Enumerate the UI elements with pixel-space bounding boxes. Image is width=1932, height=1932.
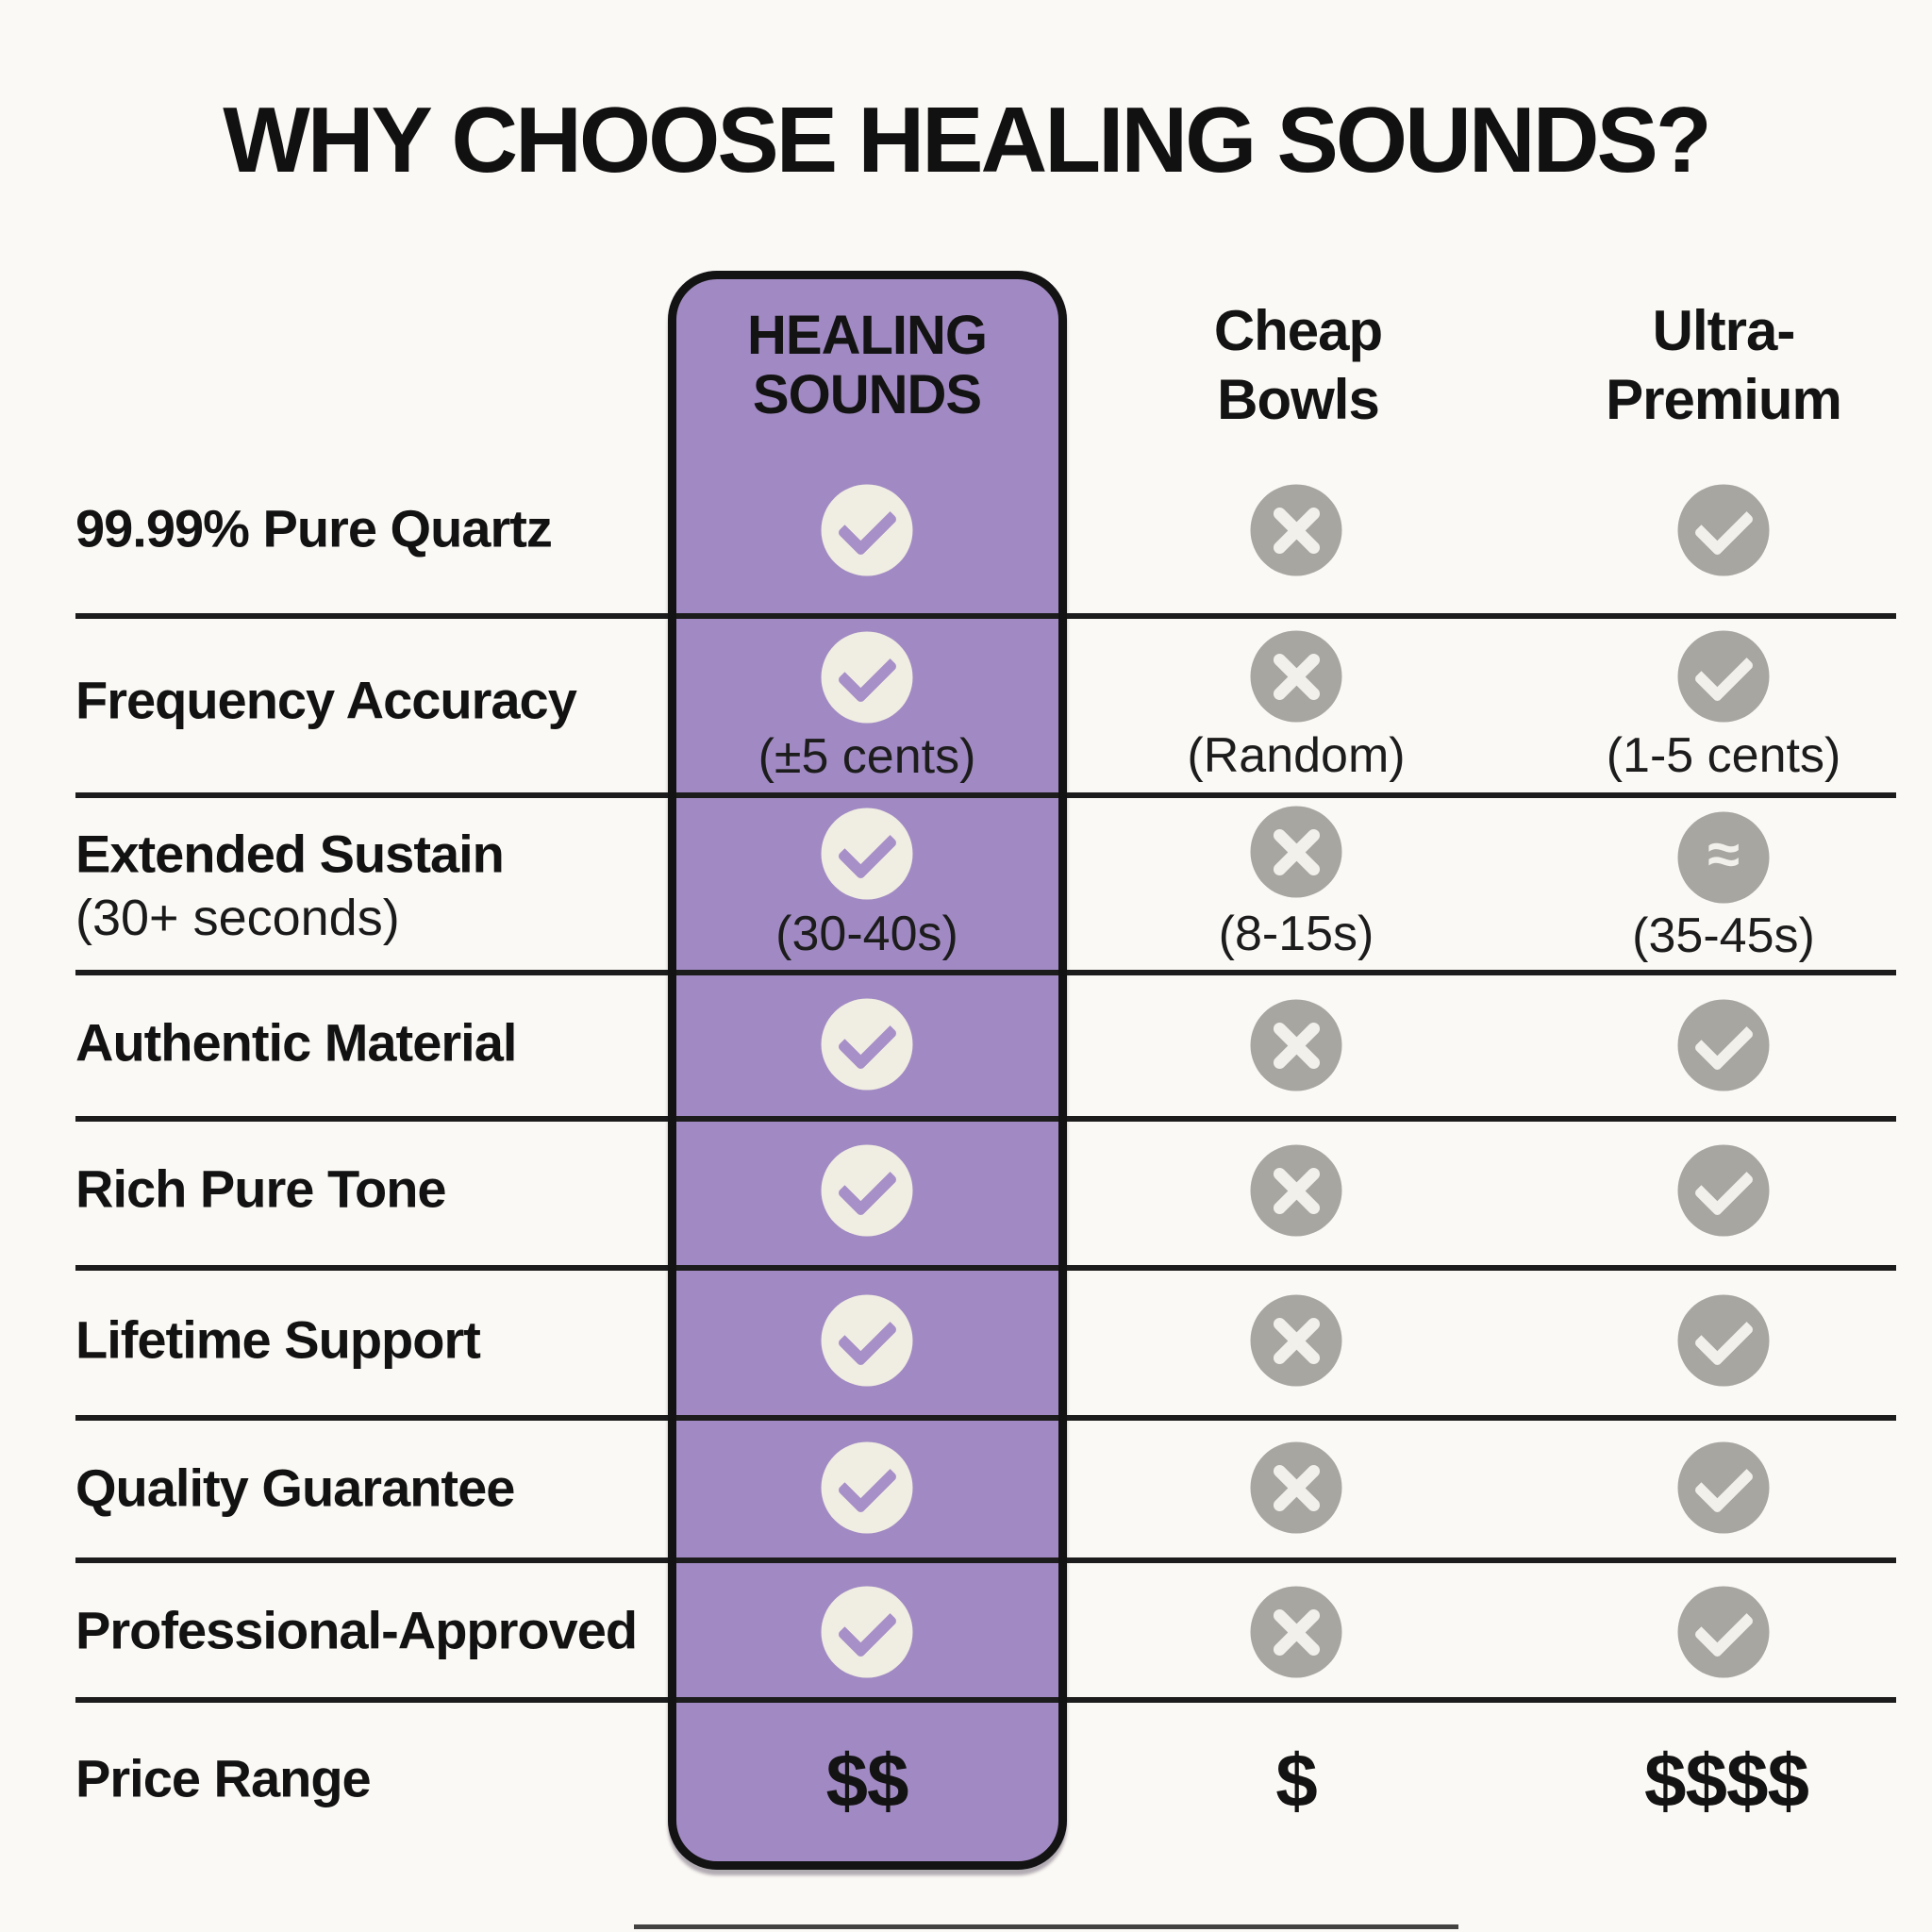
cell-annotation: (35-45s) [1632,908,1815,963]
feature-label: Authentic Material [75,1012,517,1073]
feature-label: Quality Guarantee [75,1457,515,1518]
x-glyph [1268,502,1324,558]
check-icon [821,1441,913,1534]
check-glyph [836,1452,898,1514]
check-glyph [836,1008,898,1071]
x-glyph [1268,1459,1324,1516]
x-icon [1250,484,1342,576]
column-header-line: Cheap [1213,299,1383,362]
check-icon [821,631,913,724]
x-icon [1250,999,1342,1091]
feature-label: Frequency Accuracy [75,670,577,730]
check-icon [1677,630,1770,723]
check-glyph [1692,1009,1755,1072]
check-icon [821,808,913,900]
check-glyph [836,818,898,880]
row-divider [75,1697,1896,1703]
row-divider [75,792,1896,798]
feature-label: Extended Sustain [75,824,505,884]
check-icon [1677,484,1770,576]
x-icon [1250,1144,1342,1237]
column-header-line: SOUNDS [752,364,982,425]
check-icon [1677,1144,1770,1237]
page-title: WHY CHOOSE HEALING SOUNDS? [223,88,1711,192]
feature-label-note: (30+ seconds) [75,890,400,946]
check-icon [821,998,913,1091]
check-icon [821,1294,913,1387]
row-divider [75,1557,1896,1563]
check-icon [1677,1441,1770,1534]
row-divider [75,1415,1896,1421]
check-icon [1677,1294,1770,1387]
x-glyph [1268,648,1324,705]
feature-label: Price Range [75,1748,372,1808]
bottom-edge-line [634,1924,1458,1929]
x-glyph [1268,1017,1324,1074]
cell-annotation: (8-15s) [1218,907,1374,961]
column-header-healing-sounds: HEALING SOUNDS [747,305,988,425]
x-icon [1250,630,1342,723]
price-value: $ [1275,1739,1317,1823]
check-glyph [1692,641,1755,703]
cell-annotation: (Random) [1187,728,1406,783]
column-header-line: Premium [1606,368,1842,431]
check-icon [821,484,913,576]
check-glyph [1692,494,1755,557]
column-header-line: Bowls [1217,368,1380,431]
price-value: $$ [825,1739,909,1823]
x-icon [1250,1586,1342,1678]
row-divider [75,1265,1896,1271]
x-glyph [1268,824,1324,880]
x-icon [1250,1441,1342,1534]
brand-column-border [668,271,1067,1870]
check-glyph [836,494,898,557]
check-icon [821,1144,913,1237]
feature-label: Lifetime Support [75,1309,481,1370]
check-glyph [836,1596,898,1658]
cell-annotation: (30-40s) [775,907,958,961]
check-glyph [1692,1305,1755,1367]
price-value: $$$$ [1644,1739,1809,1823]
check-glyph [1692,1596,1755,1658]
column-header-line: HEALING [747,305,988,366]
row-divider [75,1116,1896,1122]
check-glyph [1692,1452,1755,1514]
check-glyph [836,641,898,704]
check-glyph [1692,1155,1755,1217]
feature-label: 99.99% Pure Quartz [75,498,553,558]
check-icon [1677,1586,1770,1678]
feature-label: Professional-Approved [75,1600,638,1660]
approx-icon: ≈ [1677,811,1770,904]
x-glyph [1268,1604,1324,1660]
row-divider [75,613,1896,619]
x-icon [1250,1294,1342,1387]
check-glyph [836,1155,898,1217]
column-header-cheap-bowls: Cheap Bowls [1213,296,1383,434]
cell-annotation: (1-5 cents) [1606,728,1841,783]
row-divider [75,970,1896,975]
feature-label: Rich Pure Tone [75,1158,447,1219]
cell-annotation: (±5 cents) [758,729,976,784]
x-icon [1250,806,1342,898]
column-header-ultra-premium: Ultra- Premium [1606,296,1842,434]
x-glyph [1268,1162,1324,1219]
check-glyph [836,1305,898,1367]
check-icon [1677,999,1770,1091]
check-icon [821,1586,913,1678]
x-glyph [1268,1312,1324,1369]
column-header-line: Ultra- [1652,299,1796,362]
